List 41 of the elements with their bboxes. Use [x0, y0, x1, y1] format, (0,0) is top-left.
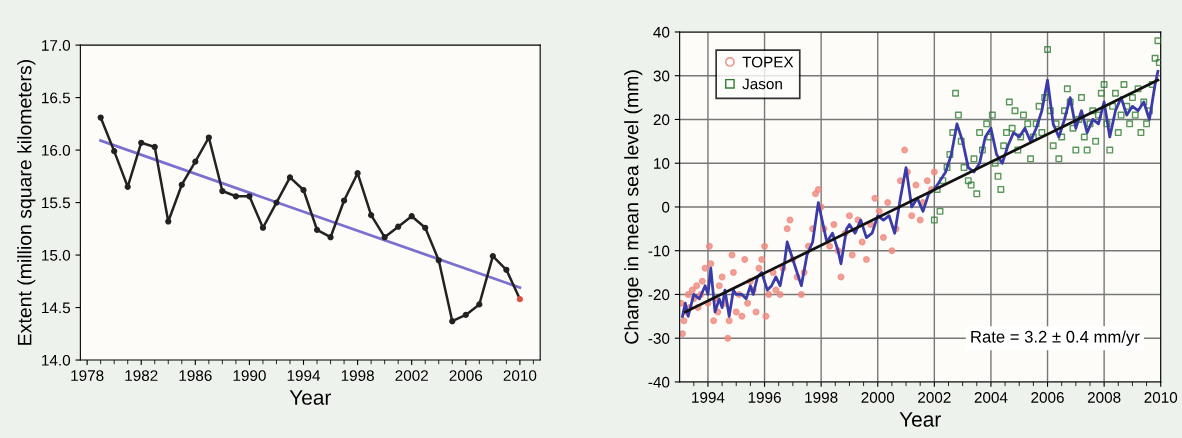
x-tick-label: 2010: [503, 370, 537, 381]
x-tick-label: 1990: [233, 370, 266, 381]
x-tick-label: 2010: [1144, 392, 1178, 403]
y-tick-label: 0: [662, 201, 670, 213]
legend-label: TOPEX: [742, 56, 794, 68]
y-tick-label: 10: [654, 158, 670, 169]
y-tick-label: -10: [648, 245, 670, 257]
y-tick-label: 14.5: [42, 302, 71, 314]
legend-label: Jason: [742, 78, 782, 90]
x-axis-title: Year: [899, 412, 941, 427]
y-tick-label: -20: [648, 289, 670, 301]
annotation: Rate = 3.2 ± 0.4 mm/yr: [971, 330, 1140, 346]
y-tick-label: 20: [653, 114, 670, 126]
x-axis-title: Year: [289, 390, 331, 405]
y-tick-label: 40: [653, 26, 670, 38]
y-axis-title: Change in mean sea level (mm): [624, 70, 643, 344]
x-tick-label: 1978: [71, 370, 104, 381]
x-tick-label: 1994: [287, 370, 321, 381]
x-tick-label: 2006: [449, 370, 483, 381]
x-tick-label: 1986: [179, 370, 212, 381]
y-tick-label: 16.5: [42, 92, 71, 104]
x-tick-label: 1994: [692, 392, 725, 403]
x-tick-label: 2006: [1031, 392, 1064, 403]
y-tick-label: -40: [648, 376, 670, 388]
x-tick-label: 2000: [861, 392, 895, 403]
x-tick-label: 2002: [918, 392, 951, 403]
y-axis-title: Extent (million square kilometers): [17, 60, 36, 345]
x-tick-label: 1982: [125, 370, 158, 381]
y-tick-label: 15.0: [42, 249, 71, 261]
y-tick-label: 15.5: [42, 197, 71, 209]
x-tick-label: 1996: [748, 392, 781, 403]
x-tick-label: 2004: [974, 392, 1008, 403]
y-tick-label: 16.0: [42, 144, 71, 156]
y-tick-label: 14.0: [42, 354, 71, 366]
y-tick-label: 17.0: [42, 39, 71, 51]
x-tick-label: 2002: [395, 370, 428, 381]
y-tick-label: 30: [653, 70, 670, 82]
x-tick-label: 2008: [1087, 392, 1121, 403]
x-tick-label: 1998: [805, 392, 838, 403]
y-tick-label: -30: [648, 333, 670, 344]
x-tick-label: 1998: [341, 370, 374, 381]
